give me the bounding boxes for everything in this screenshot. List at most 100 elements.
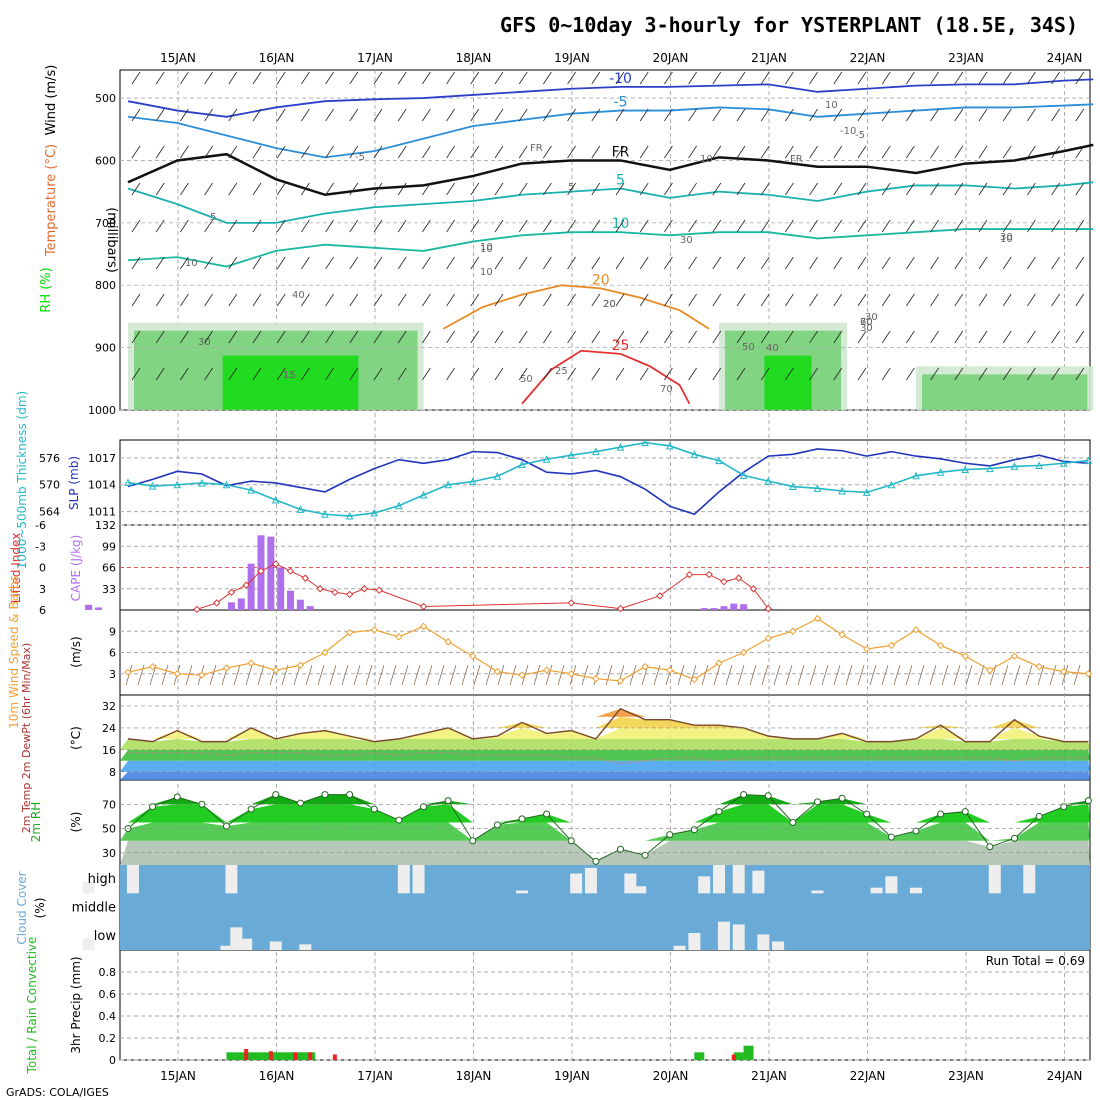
data-point bbox=[592, 857, 600, 865]
cloud-bar-high bbox=[634, 886, 647, 894]
surface-wind-barb bbox=[533, 664, 541, 686]
wind-barb bbox=[1027, 71, 1036, 85]
data-point bbox=[1084, 670, 1093, 678]
wind-barb bbox=[349, 256, 359, 270]
surface-wind-barb bbox=[773, 664, 781, 686]
cloud-bar-high bbox=[412, 865, 425, 894]
wind-barb bbox=[325, 71, 334, 85]
surface-wind-barb bbox=[941, 664, 949, 686]
surface-wind-barb bbox=[989, 664, 997, 686]
surface-wind-barb bbox=[1013, 664, 1021, 686]
wind-barb bbox=[567, 71, 576, 85]
data-point bbox=[961, 652, 969, 660]
data-point bbox=[370, 626, 378, 634]
precip-total-bar bbox=[733, 1052, 744, 1060]
wind-barb bbox=[446, 108, 455, 122]
data-point bbox=[813, 614, 822, 623]
cape-label: CAPE (J/kg) bbox=[69, 535, 83, 602]
wind-barb bbox=[785, 367, 794, 381]
wind-barb bbox=[664, 182, 673, 196]
precip-total-bar bbox=[246, 1052, 257, 1060]
wind-barb bbox=[809, 330, 818, 344]
wind-barb bbox=[688, 256, 697, 270]
bottom-date-label: 20JAN bbox=[653, 1069, 689, 1083]
wind-barb bbox=[760, 145, 770, 159]
precip-convective-bar bbox=[244, 1049, 249, 1060]
wind-barb bbox=[397, 330, 407, 344]
slp-tick-label: 1011 bbox=[88, 506, 116, 519]
rh-contour-label: 30 bbox=[680, 235, 693, 246]
thickness-label: 1000~500mb Thickness (dm) bbox=[15, 391, 29, 569]
surface-wind-barb bbox=[449, 664, 457, 686]
wind-barb bbox=[1002, 108, 1012, 122]
wind-barb bbox=[978, 145, 988, 159]
wind-barb bbox=[1002, 367, 1012, 381]
wind-barb bbox=[397, 219, 407, 233]
precip-convective-bar bbox=[332, 1054, 337, 1060]
wind-barb bbox=[930, 256, 939, 270]
wind-barb bbox=[978, 256, 988, 270]
data-point bbox=[518, 671, 526, 679]
surface-wind-barb bbox=[689, 664, 697, 686]
wind-barb bbox=[688, 219, 697, 233]
precip-convective-bar bbox=[268, 1051, 273, 1060]
wind-barb bbox=[422, 330, 431, 344]
wind-barb bbox=[373, 71, 383, 85]
wind-barb bbox=[1002, 219, 1012, 233]
wind-barb bbox=[809, 145, 818, 159]
wind-barb bbox=[470, 256, 480, 270]
cape-bar bbox=[740, 604, 748, 610]
data-point bbox=[592, 447, 600, 456]
rh-contour-label: 70 bbox=[860, 317, 873, 328]
precip-total-bar bbox=[295, 1052, 306, 1060]
wind-barb bbox=[785, 182, 794, 196]
wind-barb bbox=[518, 256, 528, 270]
wind-barb bbox=[833, 293, 843, 307]
data-point bbox=[789, 819, 797, 826]
cloud-bar-high bbox=[752, 870, 765, 894]
wind-tick-label: 9 bbox=[109, 625, 116, 638]
thickness-tick-label: 564 bbox=[39, 506, 60, 519]
wind-barb bbox=[785, 145, 794, 159]
wind-barb bbox=[1075, 182, 1085, 196]
surface-wind-barb bbox=[581, 664, 589, 686]
wind-barb bbox=[615, 367, 625, 381]
wind-barb bbox=[615, 145, 625, 159]
temp-tick-label: 16 bbox=[102, 744, 116, 757]
bottom-date-label: 16JAN bbox=[259, 1069, 295, 1083]
surface-wind-barb bbox=[713, 664, 721, 686]
wind-barb bbox=[180, 367, 189, 381]
rh-contour-label: -5 bbox=[355, 152, 365, 163]
wind-barb bbox=[736, 293, 746, 307]
wind-barb bbox=[131, 108, 141, 122]
wind-barb bbox=[1002, 256, 1012, 270]
wind-barb bbox=[397, 367, 407, 381]
wind-barb bbox=[639, 256, 649, 270]
wind-barb bbox=[930, 71, 939, 85]
rh-tick-label: 70 bbox=[102, 798, 116, 811]
wind-barb bbox=[567, 108, 576, 122]
data-point bbox=[542, 666, 551, 674]
data-point bbox=[986, 666, 994, 674]
rh-contour-label: 15 bbox=[283, 370, 296, 381]
rh-contour-label: 10 bbox=[185, 258, 198, 269]
wind-barb bbox=[543, 108, 552, 122]
temp-tick-label: 32 bbox=[102, 700, 116, 713]
data-point bbox=[656, 592, 664, 600]
cloud-bar-high bbox=[885, 876, 898, 894]
surface-wind-barb bbox=[977, 664, 985, 686]
rh-contour-label: FR bbox=[790, 154, 803, 165]
wind-barb bbox=[978, 182, 988, 196]
data-point bbox=[887, 480, 896, 489]
rh-contour-label: 15 bbox=[283, 370, 296, 381]
wind-barb bbox=[664, 330, 673, 344]
thickness-tick-label: 570 bbox=[39, 479, 60, 492]
wind-barb bbox=[567, 330, 576, 344]
top-date-label: 22JAN bbox=[850, 51, 886, 65]
wind-barb bbox=[422, 219, 431, 233]
wind-barb bbox=[809, 71, 818, 85]
wind-barb bbox=[591, 330, 601, 344]
wind-barb bbox=[397, 108, 407, 122]
wind-barb bbox=[446, 256, 455, 270]
wind-barb bbox=[1027, 182, 1036, 196]
